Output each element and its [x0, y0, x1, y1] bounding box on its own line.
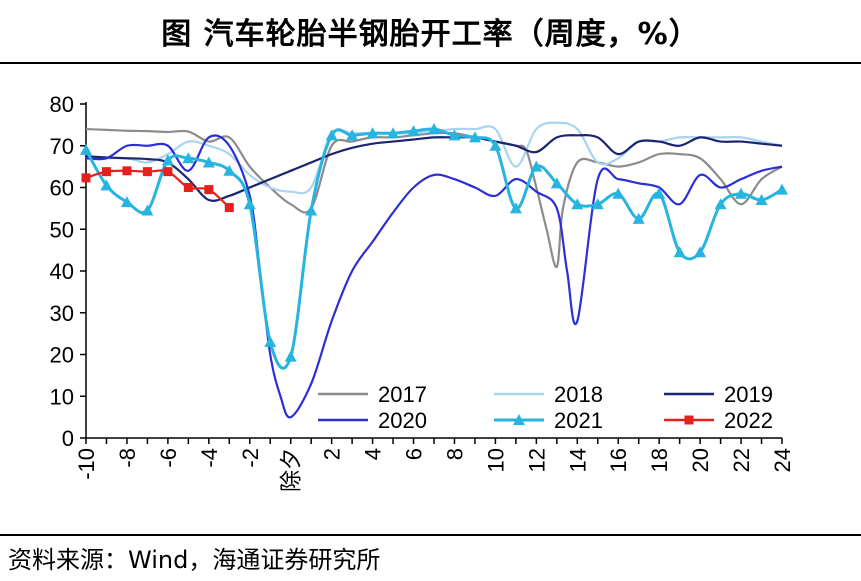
x-tick-label: 4: [361, 448, 386, 460]
data-point-2021: [366, 127, 379, 139]
data-point-2022: [183, 183, 193, 192]
series-line-2019: [85, 134, 783, 202]
x-tick-label: 16: [606, 448, 631, 472]
series-line-2021: [84, 127, 783, 370]
data-point-2021: [202, 156, 215, 168]
x-tick-label: 18: [647, 448, 672, 472]
data-point-2021: [612, 187, 625, 199]
x-tick-label: -4: [197, 448, 222, 468]
data-point-2021: [550, 177, 563, 189]
x-tick-label: -2: [238, 448, 263, 468]
y-tick-label: 30: [50, 301, 74, 326]
data-point-2021: [223, 164, 236, 176]
data-point-2021: [468, 131, 481, 143]
chart-title: 图 汽车轮胎半钢胎开工率（周度，%）: [161, 17, 700, 52]
data-point-2022: [101, 167, 111, 177]
legend-marker-2021: [513, 414, 525, 425]
y-tick-label: 50: [50, 217, 74, 242]
data-point-2022: [122, 166, 132, 176]
data-point-2022: [163, 167, 173, 177]
data-point-2021: [141, 204, 154, 216]
y-tick-label: 60: [50, 176, 74, 201]
source-note: 资料来源：Wind，海通证券研究所: [8, 546, 381, 574]
y-tick-label: 0: [62, 426, 74, 451]
data-point-2021: [325, 129, 338, 141]
x-tick-label: 12: [524, 448, 549, 472]
x-tick-label: 除夕: [279, 448, 304, 492]
data-point-2021: [264, 335, 277, 347]
data-point-2021: [100, 179, 113, 191]
data-point-2021: [428, 123, 440, 135]
data-point-2021: [305, 204, 318, 216]
data-point-2021: [387, 127, 400, 139]
y-tick-label: 10: [50, 384, 74, 409]
data-point-2021: [735, 187, 748, 199]
data-point-2022: [142, 167, 152, 177]
legend-label-2021: 2021: [554, 408, 603, 433]
data-point-2021: [407, 125, 420, 137]
x-tick-label: -6: [156, 448, 181, 468]
data-point-2021: [243, 198, 256, 210]
y-tick-label: 40: [50, 259, 74, 284]
legend-label-2022: 2022: [724, 408, 773, 433]
data-point-2021: [182, 152, 195, 164]
x-tick-label: 10: [483, 448, 508, 472]
x-tick-label: -8: [115, 448, 140, 468]
legend-label-2018: 2018: [554, 382, 603, 407]
chart-area: 0 10 20 30 40 50 60 70 80 -10 -8 -6 -4 -2 除夕 2 4 6 8 10 12 14…: [0, 64, 861, 534]
data-point-2021: [489, 139, 502, 151]
data-point-2022: [81, 173, 91, 183]
legend-marker-2022: [684, 415, 694, 425]
y-tick-label: 70: [50, 134, 74, 159]
data-point-2021: [673, 246, 686, 258]
x-tick-label: 14: [565, 448, 590, 472]
data-point-2022: [224, 203, 234, 213]
x-tick-label: 2: [320, 448, 345, 460]
x-tick-label: -10: [74, 448, 99, 480]
x-tick-label: 8: [442, 448, 467, 460]
data-point-2021: [120, 196, 133, 208]
data-point-2021: [284, 350, 297, 362]
data-point-2021: [509, 202, 522, 214]
data-point-2021: [694, 246, 707, 258]
bottom-rule: [0, 534, 861, 536]
x-tick-label: 22: [729, 448, 754, 472]
x-tick-label: 24: [770, 448, 795, 472]
y-tick-label: 80: [50, 92, 74, 117]
data-point-2021: [530, 160, 543, 172]
title-bar: 图 汽车轮胎半钢胎开工率（周度，%）: [0, 0, 861, 64]
data-point-2021: [448, 129, 461, 141]
data-point-2021: [80, 143, 92, 155]
data-point-2022: [204, 185, 214, 195]
data-point-2021: [776, 183, 788, 195]
data-point-2021: [653, 187, 666, 199]
legend-label-2019: 2019: [724, 382, 773, 407]
data-point-2021: [714, 198, 727, 210]
data-point-2021: [591, 198, 604, 210]
data-point-2021: [632, 212, 645, 224]
legend-label-2020: 2020: [378, 408, 427, 433]
data-point-2021: [346, 129, 359, 141]
x-tick-label: 6: [402, 448, 427, 460]
data-point-2021: [161, 154, 174, 166]
y-tick-label: 20: [50, 343, 74, 368]
legend-label-2017: 2017: [378, 382, 427, 407]
series-line-2020: [85, 134, 783, 419]
data-point-2021: [755, 194, 768, 206]
data-point-2021: [571, 198, 584, 210]
x-tick-label: 20: [688, 448, 713, 472]
